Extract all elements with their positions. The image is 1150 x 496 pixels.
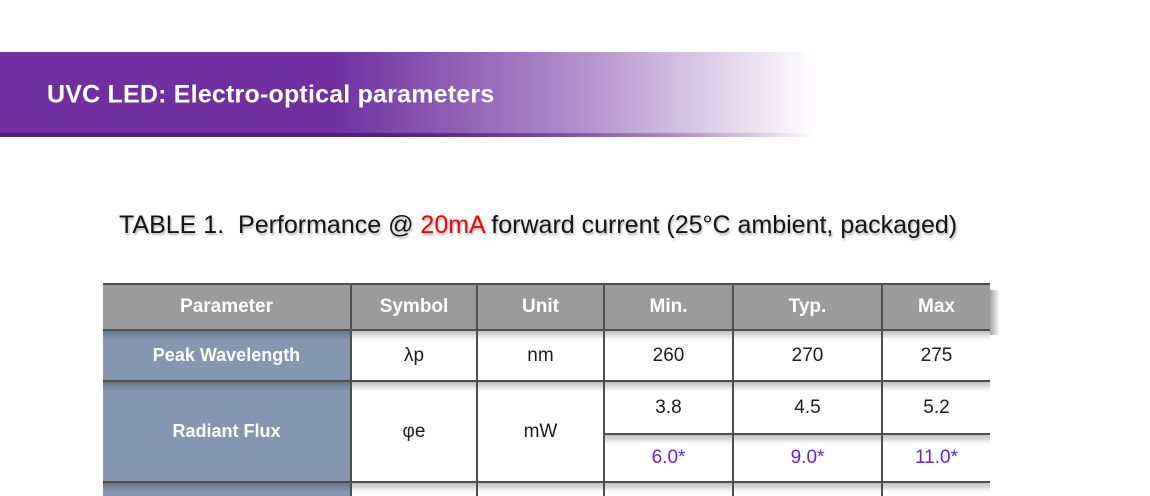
col-header-max: Max [881, 283, 990, 331]
cell-symbol: λp [350, 329, 478, 382]
cell-max [881, 481, 990, 496]
cell-symbol [350, 481, 478, 496]
table-row-radiant-flux-2: 6.0* 9.0* 11.0* [103, 433, 990, 483]
cell-typ: 270 [732, 329, 883, 382]
table-header-drop-shadow [990, 290, 1000, 335]
cell-min [603, 481, 734, 496]
table-caption-suffix: forward current (25°C ambient, packaged) [484, 211, 958, 239]
cell-min-starred: 6.0* [604, 433, 734, 483]
cell-parameter-name: Radiant Flux [103, 380, 352, 483]
table-caption: TABLE 1. Performance @ 20mA forward curr… [119, 211, 957, 240]
cell-unit [476, 481, 605, 496]
cell-typ: 4.5 [732, 380, 883, 435]
table-row-peak-wavelength: Peak Wavelength λp nm 260 270 275 [103, 329, 990, 382]
slide-header-title: UVC LED: Electro-optical parameters [47, 80, 495, 108]
cell-typ-starred: 9.0* [732, 433, 883, 483]
slide-header-banner: UVC LED: Electro-optical parameters [0, 52, 1150, 137]
table-row-partial [103, 481, 990, 496]
cell-unit: mW [476, 380, 605, 483]
cell-min: 260 [603, 329, 734, 382]
cell-unit: nm [476, 329, 605, 382]
table-header-row: Parameter Symbol Unit Min. Typ. Max [103, 283, 990, 331]
cell-parameter-name [103, 481, 352, 496]
table-caption-current-value: 20mA [420, 211, 485, 239]
cell-typ [732, 481, 883, 496]
cell-symbol: φe [350, 380, 478, 483]
col-header-unit: Unit [476, 283, 605, 331]
table-caption-prefix: TABLE 1. Performance @ [119, 211, 421, 239]
cell-max: 275 [881, 329, 990, 382]
parameters-table: Parameter Symbol Unit Min. Typ. Max Peak… [103, 283, 990, 496]
cell-parameter-name: Peak Wavelength [103, 329, 352, 382]
col-header-typ: Typ. [732, 283, 883, 331]
col-header-parameter: Parameter [103, 283, 352, 331]
parameters-table-wrapper: Parameter Symbol Unit Min. Typ. Max Peak… [103, 283, 990, 496]
cell-max-starred: 11.0* [881, 433, 990, 483]
col-header-min: Min. [603, 283, 734, 331]
cell-max: 5.2 [881, 380, 990, 435]
table-row-radiant-flux-1: Radiant Flux φe mW 3.8 4.5 5.2 [103, 380, 990, 483]
col-header-symbol: Symbol [350, 283, 478, 331]
cell-min: 3.8 [603, 380, 734, 435]
